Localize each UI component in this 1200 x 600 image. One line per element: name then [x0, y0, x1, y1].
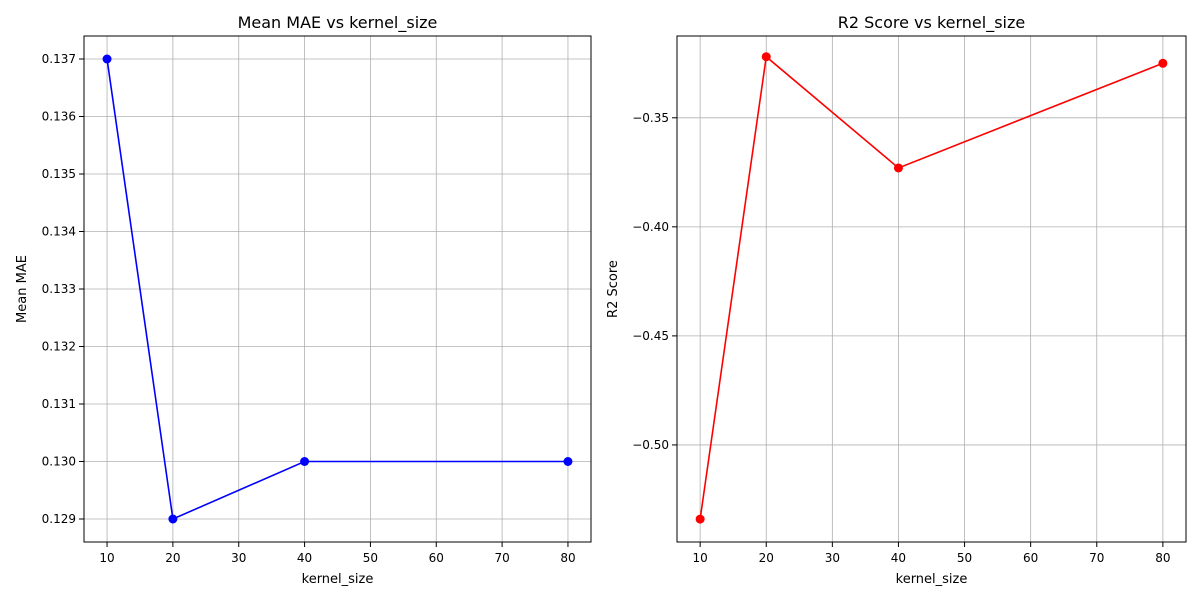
y-tick-label: 0.134 [42, 225, 76, 239]
x-tick-label: 80 [1155, 551, 1170, 565]
data-point [893, 163, 903, 173]
x-tick-label: 50 [957, 551, 972, 565]
data-point [168, 514, 178, 524]
x-tick-label: 10 [99, 551, 114, 565]
series-line [106, 58, 568, 521]
x-tick-label: 40 [891, 551, 906, 565]
y-tick-label: 0.133 [42, 282, 76, 296]
y-tick-label: −0.50 [632, 438, 669, 452]
x-tick-label: 30 [231, 551, 246, 565]
data-point [761, 52, 771, 62]
chart-panel-2: 10 20 30 40 50 60 70 80 −0.50 −0.45 −0.40 −0.35 R2 S… [606, 13, 1187, 587]
plot-frame [676, 35, 1187, 543]
y-tick-label: −0.35 [632, 111, 669, 125]
data-point [300, 457, 310, 466]
y-tick-label: 0.129 [42, 512, 76, 526]
y-axis-label: R2 Score [606, 260, 621, 318]
x-tick-label: 20 [165, 551, 180, 565]
chart-title: R2 Score vs kernel_size [838, 13, 1025, 33]
y-axis-label: Mean MAE [15, 255, 30, 323]
x-axis-label: kernel_size [896, 572, 968, 587]
data-point [695, 514, 705, 524]
x-tick-label: 70 [1089, 551, 1104, 565]
y-tick-label: 0.136 [42, 110, 76, 124]
y-tick-label: 0.135 [42, 167, 76, 181]
x-tick-label: 30 [825, 551, 840, 565]
x-axis-label: kernel_size [302, 572, 374, 587]
y-tick-label: 0.137 [42, 52, 76, 66]
chart-panel-1: 10 20 30 40 50 60 70 80 0.129 0.130 0.131 0.132 0.13… [15, 13, 592, 587]
data-point [102, 54, 112, 64]
y-tick-label: −0.45 [632, 329, 669, 343]
y-tick-label: −0.40 [632, 220, 669, 234]
data-point [1158, 58, 1168, 68]
x-tick-label: 70 [494, 551, 509, 565]
chart-title: Mean MAE vs kernel_size [238, 13, 438, 33]
y-tick-label: 0.132 [42, 340, 76, 354]
data-point [563, 457, 573, 466]
y-tick-label: 0.131 [42, 397, 76, 411]
series-line [699, 55, 1164, 520]
x-tick-label: 40 [297, 551, 312, 565]
x-tick-label: 50 [363, 551, 378, 565]
y-tick-label: 0.130 [42, 455, 76, 469]
x-tick-label: 20 [759, 551, 774, 565]
x-tick-label: 60 [1023, 551, 1038, 565]
x-tick-label: 60 [429, 551, 444, 565]
x-tick-label: 80 [560, 551, 575, 565]
x-tick-label: 10 [692, 551, 707, 565]
